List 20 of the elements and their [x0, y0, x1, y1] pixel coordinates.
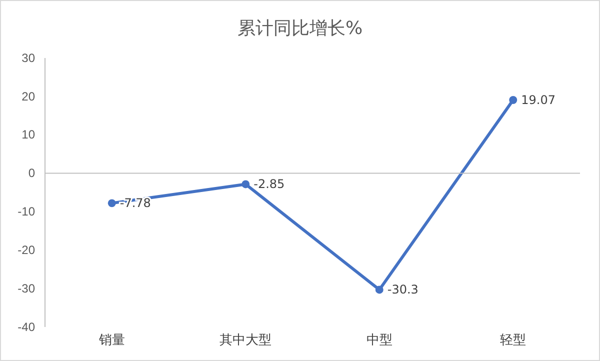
y-tick-label: 20 — [22, 89, 36, 104]
x-tick-label: 中型 — [366, 332, 392, 348]
point — [242, 180, 250, 188]
y-tick-label: -30 — [18, 281, 36, 296]
x-tick-label: 轻型 — [500, 332, 526, 348]
chart-title: 累计同比增长% — [237, 18, 363, 39]
point — [509, 96, 518, 104]
x-tick-label: 销量 — [98, 332, 125, 348]
y-tick-label: 10 — [22, 128, 36, 142]
data-label: -30.3 — [387, 282, 418, 297]
y-tick-label: -20 — [18, 242, 36, 257]
y-tick-label: 30 — [22, 50, 36, 65]
point — [375, 286, 384, 294]
data-label: -2.85 — [254, 177, 285, 192]
y-tick-label: 0 — [28, 166, 36, 180]
x-tick-label: 其中大型 — [220, 332, 272, 348]
data-label: 19.07 — [521, 93, 556, 107]
y-tick-label: -10 — [18, 204, 36, 219]
y-tick-label: -40 — [18, 320, 36, 334]
point — [108, 199, 116, 208]
